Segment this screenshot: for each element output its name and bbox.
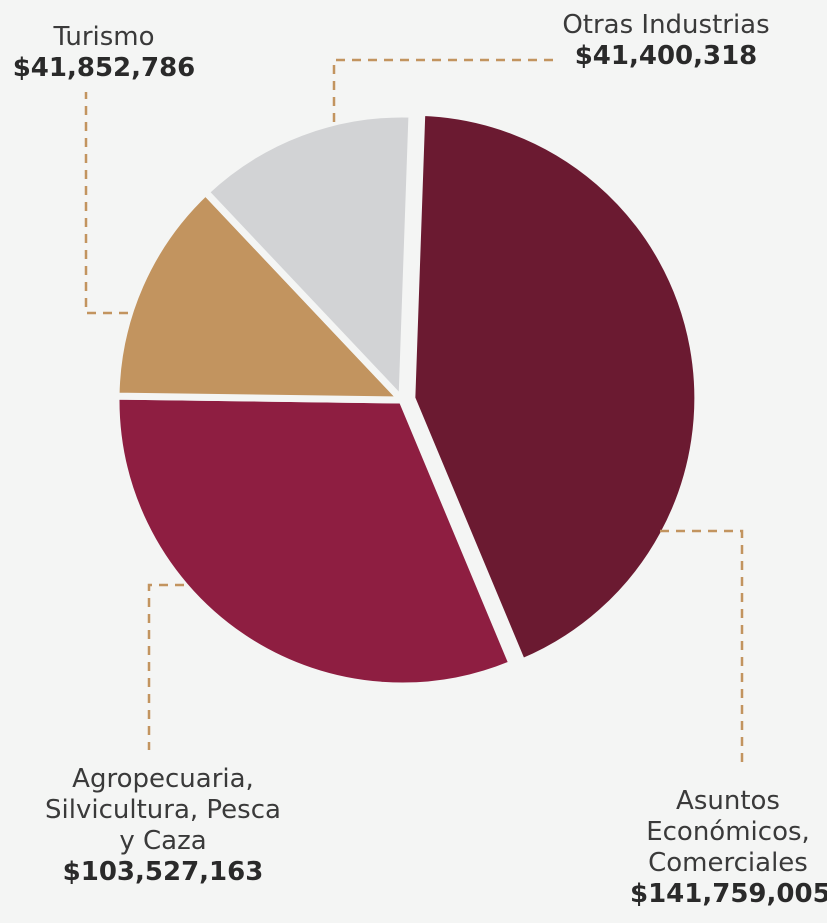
label-agropecuaria-line-1: Agropecuaria, — [72, 764, 254, 794]
leader-lines — [84, 58, 744, 765]
label-asuntos-economicos-line-3: Comerciales — [648, 848, 808, 878]
pie-slice-otras-industrias — [202, 110, 416, 404]
leader-line-asuntos-economicos — [660, 529, 744, 765]
pie-slices — [112, 108, 702, 690]
label-asuntos-economicos-line-1: Asuntos — [676, 786, 780, 816]
label-asuntos-economicos-line-2: Económicos, — [646, 817, 810, 847]
value-agropecuaria: $103,527,163 — [62, 857, 264, 887]
label-agropecuaria-line-3: y Caza — [119, 826, 207, 856]
label-otras-industrias: Otras Industrias $41,400,318 — [540, 10, 792, 72]
label-agropecuaria-line-2: Silvicultura, Pesca — [45, 795, 281, 825]
value-otras-industrias: $41,400,318 — [574, 41, 758, 71]
label-turismo-line-1: Turismo — [53, 22, 155, 52]
label-agropecuaria: Agropecuaria, Silvicultura, Pesca y Caza… — [10, 764, 316, 888]
label-asuntos-economicos: Asuntos Económicos, Comerciales $141,759… — [630, 786, 827, 910]
pie-slice-agropecuaria — [112, 392, 516, 690]
leader-line-agropecuaria — [147, 583, 184, 750]
pie-slice-asuntos-economicos — [408, 108, 702, 666]
value-turismo: $41,852,786 — [12, 53, 196, 83]
leader-line-otras-industrias — [332, 58, 560, 122]
label-turismo: Turismo $41,852,786 — [6, 22, 202, 84]
label-otras-industrias-line-1: Otras Industrias — [562, 10, 770, 40]
value-asuntos-economicos: $141,759,005 — [630, 879, 827, 909]
pie-slice-turismo — [112, 188, 406, 404]
leader-line-turismo — [84, 92, 128, 315]
